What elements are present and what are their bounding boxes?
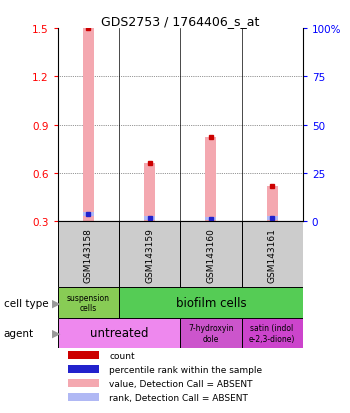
Text: satin (indol
e-2,3-dione): satin (indol e-2,3-dione)	[249, 323, 295, 343]
Bar	[267, 186, 278, 222]
Bar	[241, 318, 303, 348]
Bar	[83, 29, 94, 222]
Text: GSM143159: GSM143159	[145, 227, 154, 282]
Bar	[119, 288, 303, 318]
Text: untreated: untreated	[90, 327, 148, 339]
Bar	[58, 222, 119, 288]
Bar	[144, 217, 155, 220]
Text: biofilm cells: biofilm cells	[176, 297, 246, 309]
Bar	[180, 222, 241, 288]
Text: percentile rank within the sample: percentile rank within the sample	[109, 365, 262, 374]
Bar	[68, 351, 99, 359]
Bar	[119, 222, 180, 288]
Text: ▶: ▶	[52, 328, 60, 338]
Text: cell type: cell type	[4, 298, 48, 308]
Text: rank, Detection Call = ABSENT: rank, Detection Call = ABSENT	[109, 393, 248, 402]
Text: count: count	[109, 351, 135, 360]
Bar	[205, 138, 216, 222]
Text: agent: agent	[4, 328, 34, 338]
Bar	[68, 394, 99, 401]
Title: GDS2753 / 1764406_s_at: GDS2753 / 1764406_s_at	[101, 15, 259, 28]
Bar	[144, 164, 155, 222]
Bar	[68, 366, 99, 373]
Text: GSM143158: GSM143158	[84, 227, 93, 282]
Text: ▶: ▶	[52, 298, 60, 308]
Bar	[180, 318, 241, 348]
Text: 7-hydroxyin
dole: 7-hydroxyin dole	[188, 323, 234, 343]
Text: GSM143160: GSM143160	[206, 227, 215, 282]
Bar	[267, 217, 278, 220]
Text: value, Detection Call = ABSENT: value, Detection Call = ABSENT	[109, 379, 253, 388]
Bar	[205, 218, 216, 221]
Bar	[241, 222, 303, 288]
Bar	[58, 318, 180, 348]
Text: GSM143161: GSM143161	[268, 227, 276, 282]
Bar	[58, 288, 119, 318]
Bar	[83, 213, 94, 216]
Bar	[68, 380, 99, 387]
Text: suspension
cells: suspension cells	[67, 293, 110, 313]
